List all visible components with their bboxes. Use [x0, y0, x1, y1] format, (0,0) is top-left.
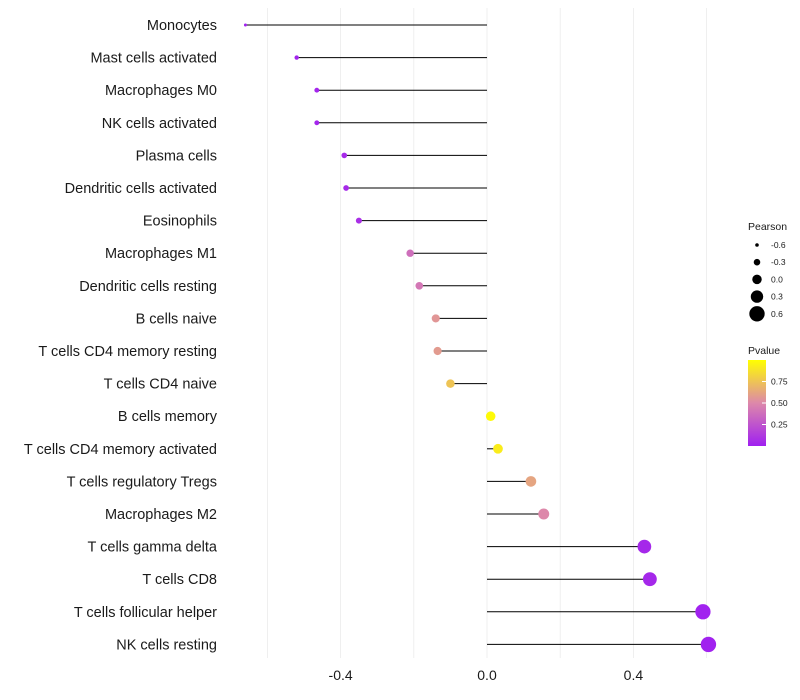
category-label: T cells CD4 naive	[104, 377, 217, 393]
data-point	[314, 120, 320, 126]
size-legend-title: Pearson	[748, 221, 787, 233]
color-legend-bar	[748, 360, 766, 446]
size-legend-key	[750, 290, 764, 303]
category-label: NK cells resting	[116, 637, 217, 653]
size-legend-label: 0.6	[771, 309, 783, 319]
size-legend-key	[752, 274, 762, 285]
size-legend-key	[755, 243, 759, 247]
color-legend-label: 0.25	[771, 420, 788, 430]
data-point	[355, 217, 362, 224]
size-legend-label: -0.6	[771, 240, 786, 250]
data-point	[343, 185, 349, 191]
data-point	[406, 249, 414, 257]
size-legend-key	[753, 258, 761, 266]
x-axis-ticks: -0.4 0.0 0.4	[329, 667, 644, 683]
category-label: T cells gamma delta	[88, 540, 218, 556]
data-point	[538, 508, 550, 520]
color-legend-label: 0.75	[771, 377, 788, 387]
data-point	[243, 23, 247, 27]
data-point	[637, 539, 652, 554]
data-point	[415, 281, 424, 290]
color-legend-label: 0.50	[771, 398, 788, 408]
category-label: T cells follicular helper	[74, 605, 217, 621]
size-legend-label: 0.0	[771, 274, 783, 284]
grid-lines	[266, 8, 707, 658]
category-label: B cells naive	[136, 311, 217, 327]
size-legend-label: -0.3	[771, 257, 786, 267]
size-legend-label: 0.3	[771, 292, 783, 302]
category-label: Macrophages M0	[105, 83, 217, 99]
data-point	[493, 443, 503, 454]
category-label: NK cells activated	[102, 116, 217, 132]
data-point	[485, 411, 496, 421]
data-point	[341, 152, 348, 159]
size-legend-key	[749, 306, 765, 322]
category-label: Mast cells activated	[90, 51, 217, 67]
data-point	[431, 314, 440, 323]
data-point	[695, 604, 711, 620]
category-labels: Monocytes Mast cells activated Macrophages…	[24, 18, 218, 653]
category-label: Macrophages M1	[105, 246, 217, 262]
category-label: Dendritic cells resting	[79, 279, 217, 295]
points	[243, 23, 717, 653]
data-point	[525, 476, 537, 487]
category-label: T cells CD8	[142, 572, 217, 588]
category-label: B cells memory	[118, 409, 218, 425]
category-label: T cells CD4 memory activated	[24, 442, 217, 458]
color-legend: Pvalue 0.75 0.50 0.25	[748, 345, 788, 446]
x-tick-label: 0.4	[624, 667, 644, 683]
data-point	[642, 572, 657, 587]
category-label: Dendritic cells activated	[65, 181, 217, 197]
category-label: Monocytes	[147, 18, 217, 34]
category-label: T cells regulatory Tregs	[67, 474, 217, 490]
x-tick-label: 0.0	[477, 667, 497, 683]
data-point	[314, 87, 320, 93]
category-label: Macrophages M2	[105, 507, 217, 523]
category-label: Eosinophils	[143, 214, 217, 230]
category-label: Plasma cells	[136, 148, 217, 164]
data-point	[446, 379, 455, 388]
size-legend: Pearson -0.6 -0.3 0.0 0.3 0.6	[748, 221, 787, 322]
data-point	[294, 55, 299, 60]
data-point	[433, 346, 442, 356]
color-legend-title: Pvalue	[748, 345, 780, 357]
stems	[245, 24, 709, 645]
data-point	[700, 636, 717, 653]
category-label: T cells CD4 memory resting	[38, 344, 217, 360]
x-tick-label: -0.4	[329, 667, 353, 683]
